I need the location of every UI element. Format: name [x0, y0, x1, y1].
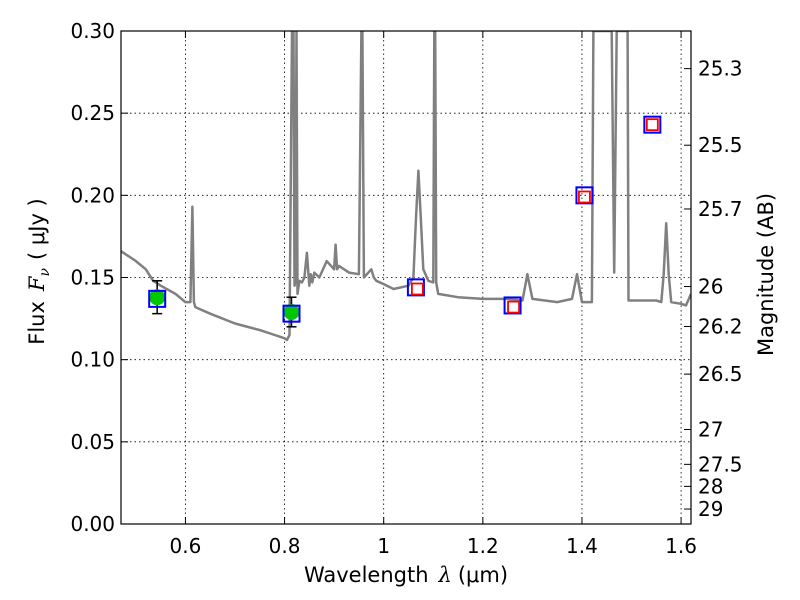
observed-point	[283, 304, 300, 321]
right-tick-label: 25.3	[698, 57, 743, 81]
right-axis-title: Magnitude (AB)	[754, 193, 778, 356]
predicted-flux-square	[507, 300, 520, 314]
x-axis-title: Wavelength λ (μm)	[304, 563, 508, 587]
right-tick-label: 26	[698, 275, 723, 299]
x-tick-label: 0.8	[269, 534, 301, 558]
y-tick-label: 0.30	[70, 19, 115, 43]
y-tick-label: 0.10	[70, 348, 115, 372]
x-tick-label: 0.6	[170, 534, 202, 558]
spectrum-line	[121, 31, 691, 342]
right-tick-label: 29	[698, 497, 723, 521]
y-tick-label: 0.05	[70, 430, 115, 454]
x-tick-label: 1.6	[665, 534, 697, 558]
right-tick-label: 25.5	[698, 133, 743, 157]
model-flux-square	[148, 289, 167, 308]
photometry-layer	[148, 115, 662, 328]
x-tick-label: 1	[377, 534, 390, 558]
x-tick-label: 1.4	[566, 534, 598, 558]
observed-point	[149, 289, 166, 306]
y-tick-label: 0.00	[70, 512, 115, 536]
predicted-flux-square	[578, 190, 591, 204]
model-flux-square	[282, 304, 301, 323]
x-tick-label: 1.2	[467, 534, 499, 558]
right-tick-label: 26.2	[698, 314, 743, 338]
axis-ticks: 0.6 0.8 1 1.2 1.4 1.6 0.00 0.05 0.10 0.15 0.20 0.25…	[70, 19, 742, 558]
y-tick-label: 0.25	[70, 101, 115, 125]
right-tick-label: 25.7	[698, 197, 743, 221]
model-flux-square	[643, 115, 662, 134]
right-tick-label: 27.5	[698, 452, 743, 476]
right-tick-label: 26.5	[698, 362, 743, 386]
y-tick-label: 0.15	[70, 266, 115, 290]
y-tick-label: 0.20	[70, 183, 115, 207]
y-axis-title: FluxFν( μJy )	[25, 198, 53, 344]
spectrum-layer	[121, 31, 691, 342]
predicted-flux-square	[645, 118, 659, 132]
right-tick-label: 27	[698, 418, 723, 442]
predicted-flux-square	[410, 282, 424, 296]
right-tick-label: 28	[698, 474, 723, 498]
